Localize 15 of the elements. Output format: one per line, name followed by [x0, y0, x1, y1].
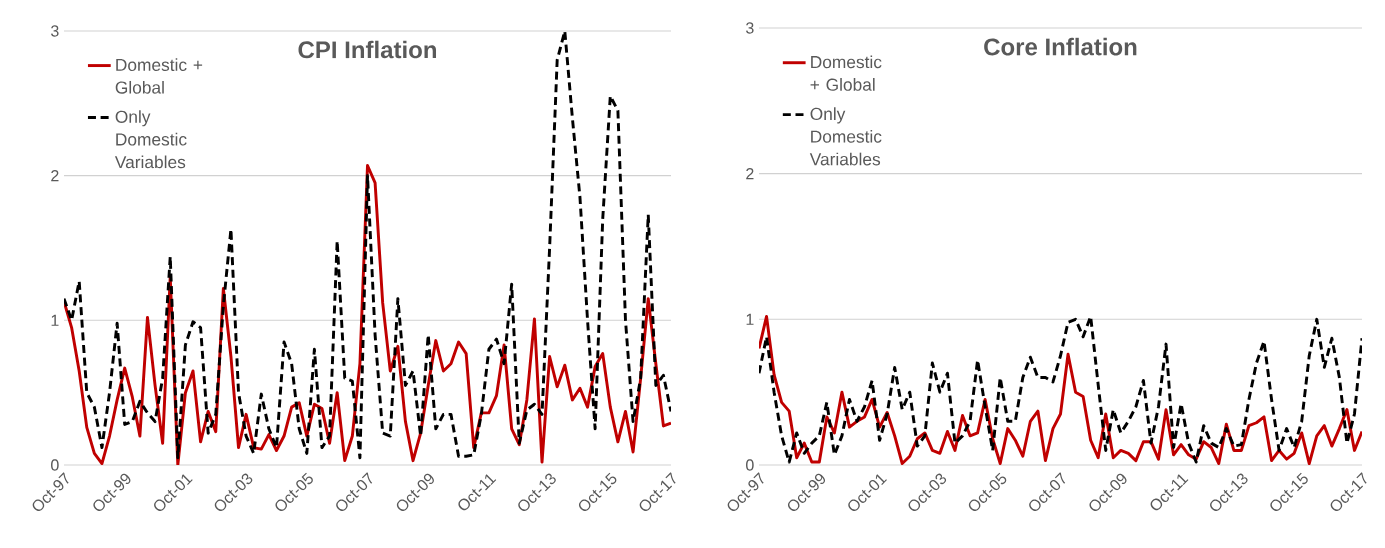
- y-tick-label: 2: [51, 170, 59, 182]
- y-tick-label: 0: [746, 459, 754, 471]
- legend-label: Domestic + Global: [115, 58, 203, 94]
- y-tick-label: 0: [51, 459, 59, 471]
- legend-label: Only Domestic Variables: [114, 110, 187, 169]
- chart-title: CPI Inflation: [298, 40, 437, 59]
- legend-label: Domestic + Global: [810, 55, 882, 91]
- y-tick-label: 1: [746, 313, 754, 325]
- chart-title: Core Inflation: [984, 37, 1137, 56]
- y-tick-label: 2: [746, 168, 754, 180]
- legend-label: Only Domestic Variables: [809, 107, 882, 166]
- y-tick-label: 1: [51, 314, 59, 326]
- y-tick-label: 3: [51, 25, 59, 37]
- line-series: [64, 30, 672, 460]
- y-tick-label: 3: [746, 22, 754, 34]
